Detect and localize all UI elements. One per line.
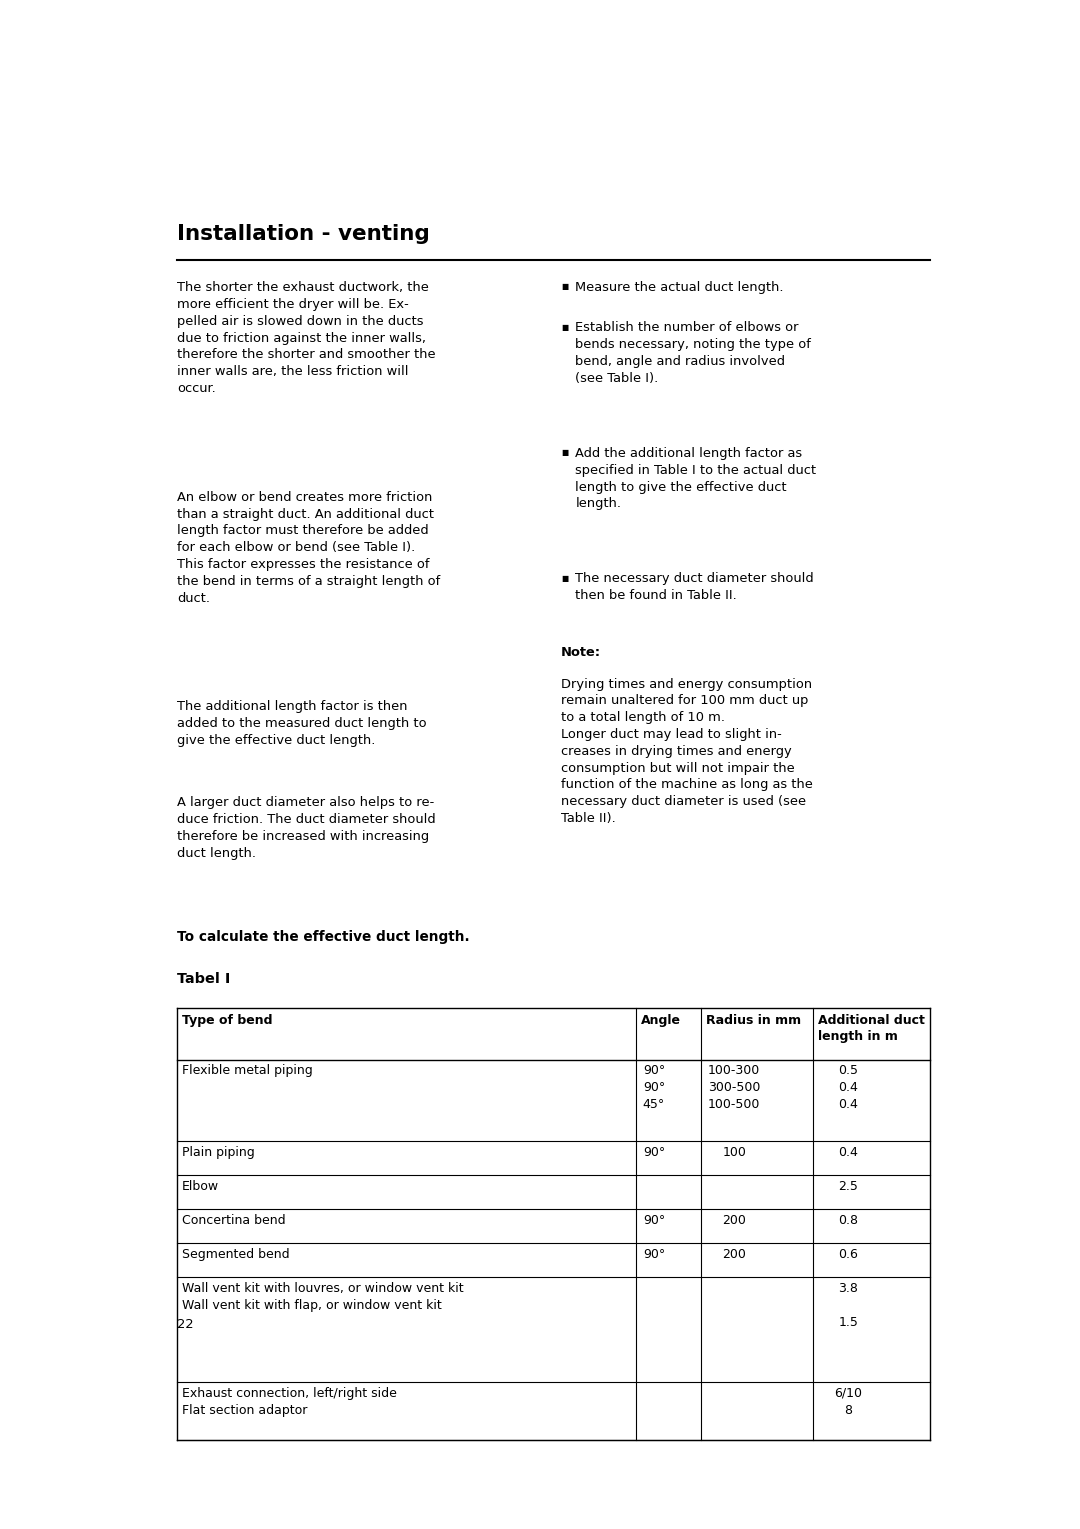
Text: Radius in mm: Radius in mm	[706, 1014, 801, 1026]
Text: Tabel I: Tabel I	[177, 972, 230, 986]
Text: 90°: 90°	[643, 1145, 665, 1159]
Text: Exhaust connection, left/right side
Flat section adaptor: Exhaust connection, left/right side Flat…	[181, 1387, 396, 1417]
Text: A larger duct diameter also helps to re-
duce friction. The duct diameter should: A larger duct diameter also helps to re-…	[177, 797, 435, 859]
Text: An elbow or bend creates more friction
than a straight duct. An additional duct
: An elbow or bend creates more friction t…	[177, 491, 441, 604]
Text: 200: 200	[723, 1248, 746, 1261]
Text: 0.4: 0.4	[838, 1145, 859, 1159]
Text: ■: ■	[561, 448, 568, 457]
Text: 100-300
300-500
100-500: 100-300 300-500 100-500	[708, 1064, 760, 1112]
Text: Elbow: Elbow	[181, 1180, 219, 1193]
Text: Add the additional length factor as
specified in Table I to the actual duct
leng: Add the additional length factor as spec…	[576, 446, 816, 511]
Text: ■: ■	[561, 323, 568, 332]
Text: Wall vent kit with louvres, or window vent kit
Wall vent kit with flap, or windo: Wall vent kit with louvres, or window ve…	[181, 1283, 463, 1312]
Text: 3.8

1.5: 3.8 1.5	[838, 1283, 859, 1329]
Text: ■: ■	[561, 283, 568, 292]
Text: 0.5
0.4
0.4: 0.5 0.4 0.4	[838, 1064, 859, 1112]
Text: The necessary duct diameter should
then be found in Table II.: The necessary duct diameter should then …	[576, 572, 814, 602]
Text: 100: 100	[723, 1145, 746, 1159]
Text: Drying times and energy consumption
remain unaltered for 100 mm duct up
to a tot: Drying times and energy consumption rema…	[561, 677, 813, 826]
Text: Establish the number of elbows or
bends necessary, noting the type of
bend, angl: Establish the number of elbows or bends …	[576, 321, 811, 385]
Text: Measure the actual duct length.: Measure the actual duct length.	[576, 281, 784, 294]
Text: The shorter the exhaust ductwork, the
more efficient the dryer will be. Ex-
pell: The shorter the exhaust ductwork, the mo…	[177, 281, 435, 394]
Text: Installation - venting: Installation - venting	[177, 223, 430, 243]
Text: Plain piping: Plain piping	[181, 1145, 255, 1159]
Text: 90°: 90°	[643, 1214, 665, 1226]
Text: 0.8: 0.8	[838, 1214, 859, 1226]
Text: The additional length factor is then
added to the measured duct length to
give t: The additional length factor is then add…	[177, 700, 427, 748]
Text: 0.6: 0.6	[838, 1248, 859, 1261]
Text: 200: 200	[723, 1214, 746, 1226]
Text: Type of bend: Type of bend	[181, 1014, 272, 1026]
Text: 90°
90°
45°: 90° 90° 45°	[643, 1064, 665, 1112]
Text: To calculate the effective duct length.: To calculate the effective duct length.	[177, 930, 470, 943]
Text: Angle: Angle	[640, 1014, 680, 1026]
Text: Flexible metal piping: Flexible metal piping	[181, 1064, 312, 1078]
Text: 6/10
8: 6/10 8	[834, 1387, 862, 1417]
Text: Concertina bend: Concertina bend	[181, 1214, 285, 1226]
Text: 22: 22	[177, 1318, 193, 1332]
Text: Note:: Note:	[561, 645, 602, 659]
Text: Segmented bend: Segmented bend	[181, 1248, 289, 1261]
Text: 2.5: 2.5	[838, 1180, 859, 1193]
Text: Additional duct
length in m: Additional duct length in m	[818, 1014, 924, 1043]
Text: ■: ■	[561, 573, 568, 583]
Text: 90°: 90°	[643, 1248, 665, 1261]
